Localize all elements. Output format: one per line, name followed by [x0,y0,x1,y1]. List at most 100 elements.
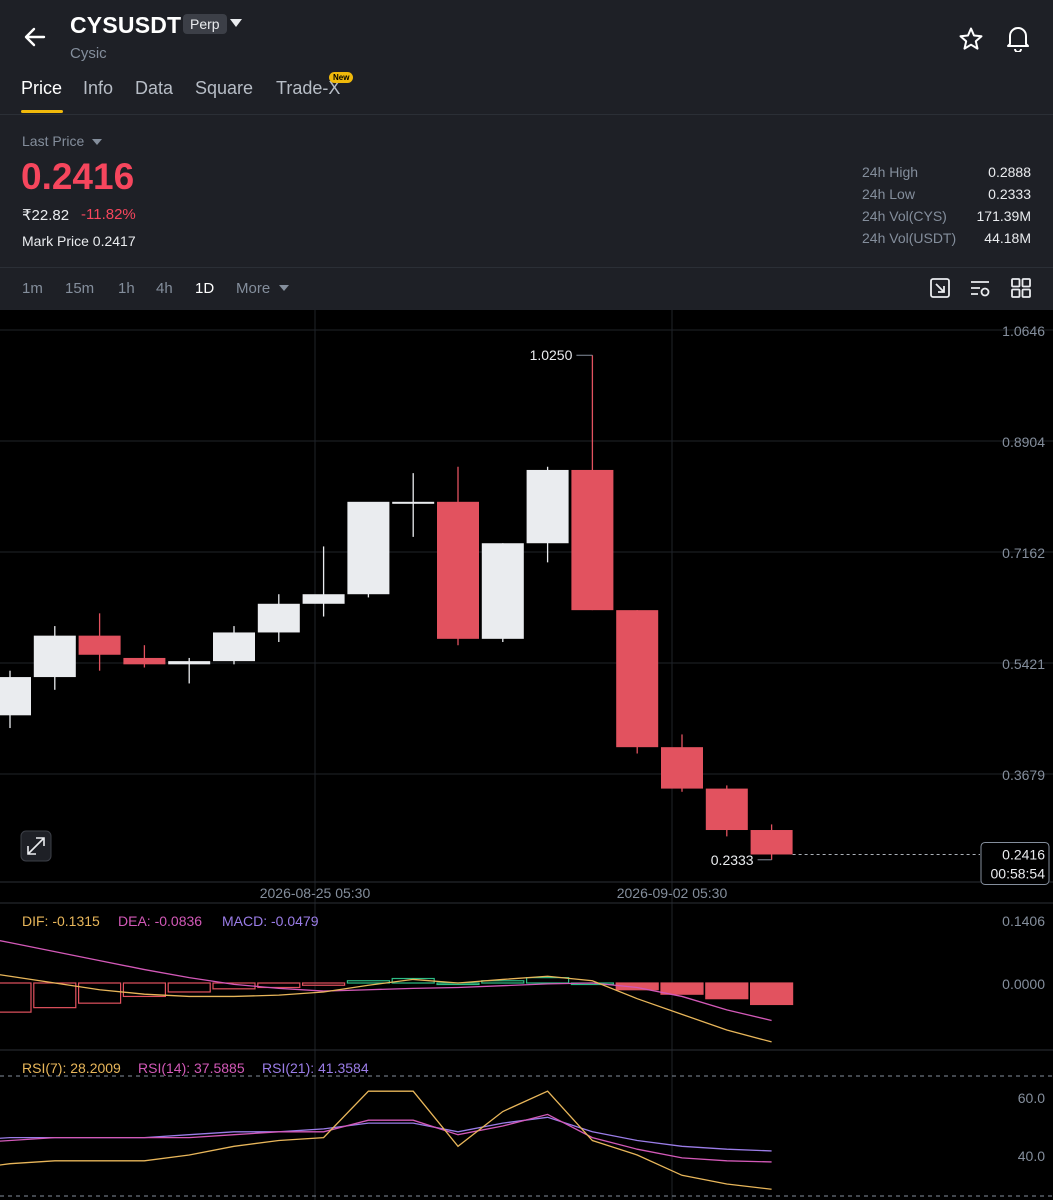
macd-histogram-bar [0,982,32,1013]
candle-body [750,830,793,855]
inr-price: ₹22.82 [22,207,70,224]
macd-histogram-bar [167,982,211,993]
back-arrow-icon[interactable] [20,22,50,52]
last-price-value: 0.2416 [21,156,135,197]
asset-name: Cysic [70,45,107,62]
candle-body [571,469,614,611]
y-tick-label: 0.7162 [1002,545,1045,561]
candle-body [78,635,121,655]
dea-legend: DEA: -0.0836 [118,913,202,929]
last-price-caret-icon[interactable] [92,139,102,145]
dea-line [0,940,772,1022]
macd-histogram-bar [749,982,794,1006]
rsi7-line [0,1090,772,1190]
stat-24h-low-value: 0.2333 [988,186,1031,202]
price-change-percent: -11.82% [81,206,136,223]
macd-histogram-bar [77,982,122,1004]
contract-type-badge: Perp [183,14,227,34]
macd-histogram-bar [302,982,346,986]
tab-info[interactable]: Info [83,78,114,98]
rsi7-legend: RSI(7): 28.2009 [22,1060,121,1076]
countdown-label: 00:58:54 [991,865,1046,881]
more-caret-icon[interactable] [279,285,289,291]
tab-square[interactable]: Square [195,78,254,98]
macd-histogram-bar [257,982,301,989]
stat-24h-vol-usdt-label: 24h Vol(USDT) [862,230,957,246]
macd-y-tick-label: 0.0000 [1002,976,1045,992]
candle-body [392,501,435,504]
mark-price-label: Mark Price [22,233,89,249]
macd-histogram-bar [705,982,749,1000]
y-tick-label: 1.0646 [1002,323,1045,339]
pair-dropdown-caret-icon[interactable] [230,19,242,27]
favorite-star-icon[interactable] [958,26,984,52]
interval-4h[interactable]: 4h [156,280,173,297]
y-tick-label: 0.5421 [1002,656,1045,672]
candle-body [123,657,166,665]
rsi14-line [0,1113,772,1163]
candle-body [705,788,748,831]
rsi-y-tick-label: 60.0 [1018,1090,1045,1106]
candle-body [347,501,390,595]
interval-1h[interactable]: 1h [118,280,135,297]
high-price-label: 1.0250 [530,347,573,363]
rsi-panel: 60.0 40.0 RSI(7): 28.2009 RSI(14): 37.5885 R… [0,1060,1053,1197]
candle-body [213,632,255,662]
candle-body [526,469,569,544]
price-chart[interactable]: 1.0646 0.8904 0.7162 0.5421 0.3679 2026-08-25… [0,310,1053,1200]
last-price-label[interactable]: Last Price [22,133,85,149]
candle-body [0,677,31,716]
tab-trade-x[interactable]: Trade-X [276,78,341,98]
tab-data[interactable]: Data [135,78,174,98]
rsi21-legend: RSI(21): 41.3584 [262,1060,369,1076]
macd-histogram-bar [122,982,167,998]
fullscreen-chart-icon[interactable] [929,277,951,299]
stat-24h-low-label: 24h Low [862,186,915,202]
candle-body [481,543,524,639]
macd-histogram-bar [481,980,525,984]
mark-price-value: 0.2417 [92,233,136,249]
current-price-tag [980,841,1050,885]
tab-price[interactable]: Price [21,78,63,98]
dif-legend: DIF: -0.1315 [22,913,100,929]
pair-symbol[interactable]: CYSUSDT [70,12,182,38]
expand-chart-button[interactable] [20,830,52,862]
candle-body [661,747,703,789]
stat-24h-vol-cys-value: 171.39M [976,208,1031,224]
new-badge: New [329,72,354,83]
interval-1d[interactable]: 1D [195,280,215,297]
interval-15m[interactable]: 15m [65,280,95,297]
indicator-settings-icon[interactable] [969,277,991,299]
divider [0,267,1053,268]
section-tabs: Price Info Data Square Trade-X [0,76,1053,116]
mark-price: Mark Price 0.2417 [22,233,136,249]
macd-panel: 0.1406 0.0000 DIF: -0.1315 DEA: -0.0836 MACD… [0,913,1045,1043]
expand-arrows-icon [27,837,45,855]
candle-body [616,610,659,748]
macd-histogram-bar [525,977,570,984]
y-tick-label: 0.3679 [1002,767,1045,783]
x-tick-label: 2026-08-25 05:30 [260,885,371,901]
y-tick-label: 0.8904 [1002,434,1045,450]
macd-histogram-bar [660,982,704,995]
macd-legend: MACD: -0.0479 [222,913,319,929]
rsi14-legend: RSI(14): 37.5885 [138,1060,245,1076]
stat-24h-high-value: 0.2888 [988,164,1031,180]
interval-more[interactable]: More [236,280,271,297]
x-tick-label: 2026-09-02 05:30 [617,885,728,901]
macd-histogram-bar [615,982,659,991]
price-alert-bell-icon[interactable] [1005,24,1031,52]
stat-24h-vol-cys-label: 24h Vol(CYS) [862,208,947,224]
macd-y-tick-label: 0.1406 [1002,913,1045,929]
rsi21-line [0,1116,772,1152]
candle-body [257,603,300,633]
candle-body [302,594,345,604]
current-price-label: 0.2416 [1002,846,1045,862]
chart-annotations: 1.0250 0.2333 0.2416 00:58:54 [20,347,1050,885]
candle-body [33,635,76,678]
macd-histogram-bar [33,982,77,1009]
interval-1m[interactable]: 1m [22,280,43,297]
stat-24h-high-label: 24h High [862,164,919,180]
layout-grid-icon[interactable] [1010,277,1032,299]
candle-body [437,501,479,639]
